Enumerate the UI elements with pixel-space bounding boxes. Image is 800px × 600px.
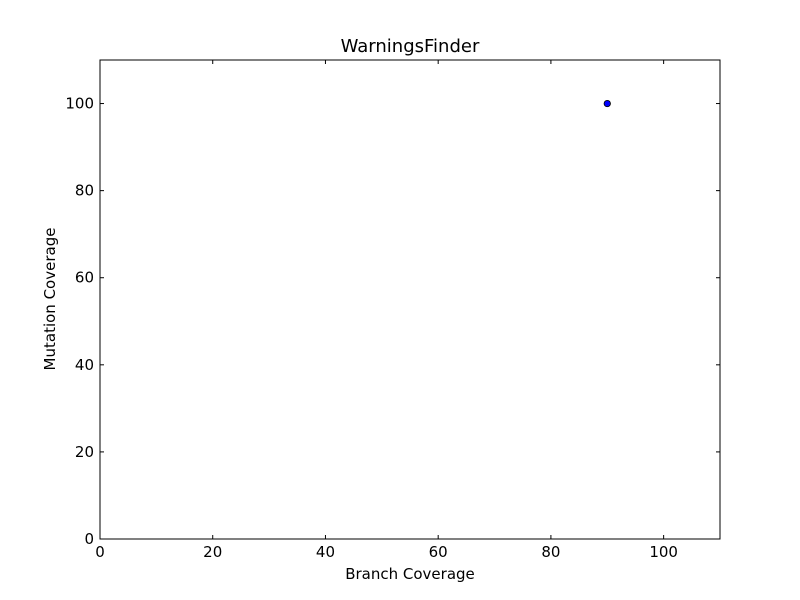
x-axis-ticks: 0 20 40 60 80 100 — [95, 60, 678, 561]
x-tick-label: 40 — [316, 543, 335, 561]
x-tick-label: 60 — [429, 543, 448, 561]
x-axis-label: Branch Coverage — [345, 565, 475, 583]
data-point — [603, 99, 611, 108]
plot-area-frame — [99, 59, 721, 540]
y-tick-label: 100 — [65, 95, 94, 113]
y-tick-label: 20 — [75, 443, 94, 461]
x-tick-label: 0 — [95, 543, 105, 561]
y-axis-ticks: 0 20 40 60 80 100 — [65, 95, 720, 548]
y-tick-label: 80 — [75, 182, 94, 200]
y-tick-label: 40 — [75, 356, 94, 374]
y-tick-label: 60 — [75, 269, 94, 287]
x-tick-label: 100 — [649, 543, 678, 561]
y-axis-label: Mutation Coverage — [41, 228, 59, 371]
y-tick-label: 0 — [84, 530, 94, 548]
x-tick-label: 20 — [203, 543, 222, 561]
data-points — [603, 99, 611, 108]
x-tick-label: 80 — [541, 543, 560, 561]
chart-title: WarningsFinder — [341, 36, 480, 57]
